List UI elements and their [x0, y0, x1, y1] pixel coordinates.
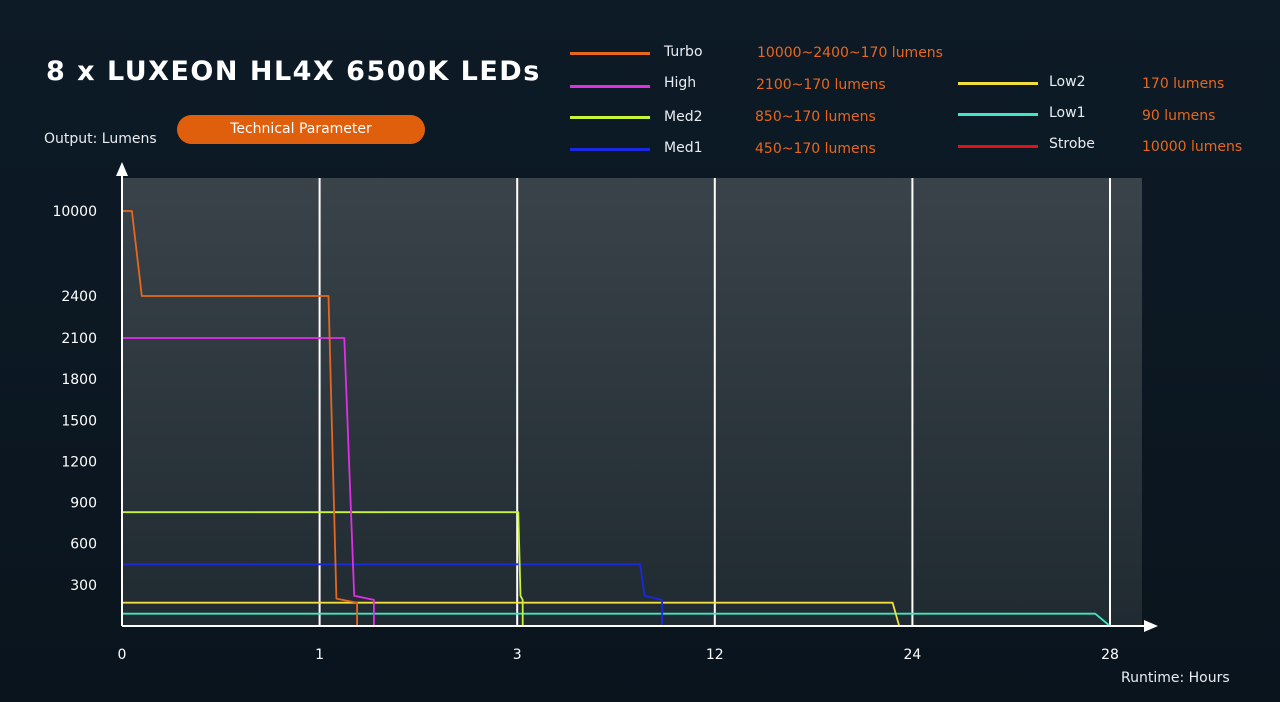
legend-line-med1 — [570, 148, 650, 151]
y-tick-label-1500: 1500 — [61, 413, 97, 429]
legend-line-strobe — [958, 145, 1038, 148]
legend-name-low1: Low1 — [1049, 105, 1086, 121]
legend-name-strobe: Strobe — [1049, 136, 1095, 152]
legend-lumens-strobe: 10000 lumens — [1142, 139, 1243, 155]
grid-lines — [318, 178, 1111, 626]
y-tick-label-300: 300 — [70, 578, 97, 594]
legend-line-high — [570, 85, 650, 88]
series-line-med2 — [122, 511, 524, 626]
legend-lumens-med2: 850~170 lumens — [755, 109, 876, 125]
legend-lumens-med1: 450~170 lumens — [755, 141, 876, 157]
series-line-med1 — [122, 563, 663, 626]
chart-title: 8 x LUXEON HL4X 6500K LEDs — [46, 56, 541, 87]
y-tick-label-10000: 10000 — [52, 204, 97, 220]
legend-lumens-low2: 170 lumens — [1142, 76, 1225, 92]
y-tick-label-2100: 2100 — [61, 331, 97, 347]
technical-parameter-button[interactable]: Technical Parameter — [177, 115, 425, 144]
x-tick-label-0: 0 — [118, 647, 127, 663]
series-line-turbo — [122, 210, 359, 626]
legend-line-med2 — [570, 116, 650, 119]
legend-line-turbo — [570, 52, 650, 55]
series-line-low2 — [122, 601, 901, 627]
tick-labels: 0 1 3 12 24 28 10000 2400 2100 1800 1500 1200 900 600… — [52, 204, 1118, 663]
plot-area — [122, 178, 1142, 626]
legend-name-med1: Med1 — [664, 140, 703, 156]
axes — [116, 162, 1158, 632]
legend-line-low1 — [958, 113, 1038, 116]
x-tick-label-12: 12 — [706, 647, 724, 663]
legend-lumens-low1: 90 lumens — [1142, 108, 1216, 124]
legend-name-high: High — [664, 75, 697, 91]
x-tick-label-1: 1 — [315, 647, 324, 663]
y-tick-label-600: 600 — [70, 537, 97, 553]
x-tick-label-24: 24 — [903, 647, 921, 663]
y-tick-label-2400: 2400 — [61, 289, 97, 305]
x-axis-arrow — [1144, 620, 1158, 632]
x-tick-label-28: 28 — [1101, 647, 1119, 663]
legend-name-turbo: Turbo — [664, 44, 703, 60]
y-axis-arrow — [116, 162, 128, 176]
data-series — [122, 210, 1111, 627]
series-line-high — [122, 337, 375, 626]
legend-name-med2: Med2 — [664, 109, 703, 125]
legend-line-low2 — [958, 82, 1038, 85]
x-tick-label-3: 3 — [513, 647, 522, 663]
y-axis-label: Output: Lumens — [44, 131, 157, 147]
y-tick-label-900: 900 — [70, 496, 97, 512]
legend-name-low2: Low2 — [1049, 74, 1086, 90]
y-tick-label-1800: 1800 — [61, 372, 97, 388]
legend-lumens-turbo: 10000~2400~170 lumens — [757, 45, 943, 61]
y-tick-label-1200: 1200 — [61, 454, 97, 470]
legend-lumens-high: 2100~170 lumens — [756, 77, 886, 93]
x-axis-label: Runtime: Hours — [1121, 670, 1230, 686]
series-line-low1 — [122, 612, 1111, 627]
